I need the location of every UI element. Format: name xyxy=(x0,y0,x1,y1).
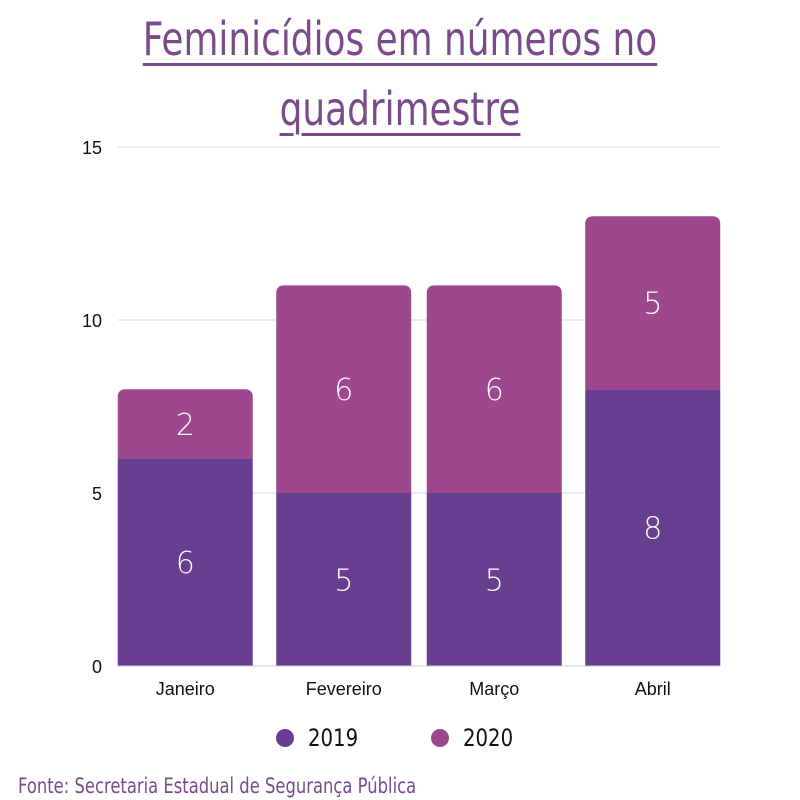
legend-item-2019: 2019 xyxy=(275,724,369,752)
y-tick-label-5: 5 xyxy=(92,484,102,504)
bar-2019-Março xyxy=(426,493,562,666)
data-label-2019-Abril: 8 xyxy=(643,512,662,547)
y-tick-label-10: 10 xyxy=(82,311,102,331)
bar-2020-Março xyxy=(426,285,562,493)
data-label-2020-Março: 6 xyxy=(485,373,504,408)
data-label-2020-Abril: 5 xyxy=(643,287,662,322)
y-tick-label-0: 0 xyxy=(92,657,102,677)
legend-item-2020: 2020 xyxy=(431,724,524,752)
y-tick-label-15: 15 xyxy=(82,138,102,158)
stacked-bar-chart: 0 5 10 15 6 2 Janeiro 5 6 Fevereiro 5 6 Março 8 5 Abril xyxy=(82,138,721,699)
bar-2020-Fevereiro xyxy=(276,285,412,493)
source-note: Fonte: Secretaria Estadual de Segurança … xyxy=(18,774,417,798)
data-label-2019-Fevereiro: 5 xyxy=(334,564,353,599)
data-label-2020-Fevereiro: 6 xyxy=(334,373,353,408)
data-label-2020-Janeiro: 2 xyxy=(176,408,195,443)
legend-label-2020: 2020 xyxy=(463,724,514,752)
bar-2019-Janeiro xyxy=(117,458,253,666)
legend-swatch-2019 xyxy=(275,729,294,747)
bar-2020-Janeiro xyxy=(117,389,253,459)
chart-title: Feminicídios em números no quadrimestre xyxy=(142,12,658,136)
data-label-2019-Março: 5 xyxy=(485,564,504,599)
x-tick-label-Março: Março xyxy=(469,679,519,699)
x-tick-label-Janeiro: Janeiro xyxy=(156,679,215,699)
bar-2019-Fevereiro xyxy=(276,493,412,666)
legend-label-2019: 2019 xyxy=(307,724,359,752)
legend: 2019 2020 xyxy=(0,724,800,752)
x-tick-label-Abril: Abril xyxy=(635,679,671,699)
legend-swatch-2020 xyxy=(431,729,449,747)
bar-2019-Abril xyxy=(585,389,721,666)
data-label-2019-Janeiro: 6 xyxy=(176,546,195,581)
bar-2020-Abril xyxy=(585,216,721,390)
x-tick-label-Fevereiro: Fevereiro xyxy=(306,679,382,699)
